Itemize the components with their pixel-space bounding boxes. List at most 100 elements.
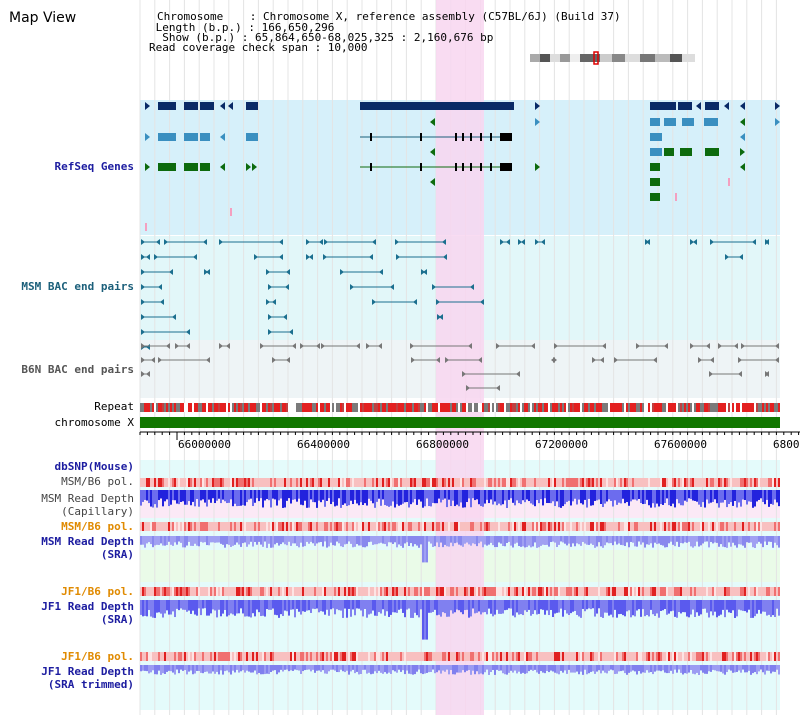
polymorphism-cell [208,522,210,531]
bac-end-pair-glyphs[interactable] [141,239,779,391]
depth-bar [716,665,718,672]
gene-exon [360,102,514,110]
polymorphism-cell [488,478,490,487]
polymorphism-cell [286,522,288,531]
polymorphism-cell [438,587,440,596]
depth-bar [182,536,184,548]
polymorphism-cell [728,478,730,487]
polymorphism-cell [520,587,522,596]
polymorphism-cell [278,478,280,487]
depth-bar [746,536,748,543]
depth-bar [488,490,490,504]
depth-bar [270,490,272,508]
polymorphism-cell [246,522,248,531]
depth-bar [310,665,312,672]
depth-bar [328,600,330,616]
repeat-segment [476,403,478,412]
depth-bar [600,600,602,617]
depth-bar [446,665,448,670]
depth-bar [704,665,706,674]
depth-bar [322,665,324,671]
polymorphism-cell [288,652,290,661]
depth-bar [164,536,166,546]
gene-arrow [535,118,540,126]
depth-bar [164,490,166,502]
depth-bar [576,536,578,544]
polymorphism-cell [540,587,542,596]
polymorphism-cell [150,522,152,531]
polymorphism-cell [162,652,164,661]
polymorphism-cell [672,652,674,661]
depth-bar [608,490,610,500]
refseq-gene-glyphs[interactable] [145,102,780,231]
depth-bar [150,600,152,617]
depth-bar [566,490,568,502]
depth-bar [754,490,756,507]
depth-bar [244,536,246,543]
bac-end [614,357,618,363]
polymorphism-cell [406,587,408,596]
chromosome-ideogram[interactable] [530,51,695,65]
depth-bar [570,536,572,547]
repeat-segment [670,403,672,412]
depth-bar [566,665,568,674]
polymorphism-cell [580,587,582,596]
repeat-segment [238,403,240,412]
repeat-segment [752,403,754,412]
polymorphism-cell [292,652,294,661]
polymorphism-cell [358,652,360,661]
repeat-segment [200,403,202,412]
depth-bar [674,536,676,547]
polymorphism-cell [542,522,544,531]
polymorphism-cell [582,478,584,487]
polymorphism-cell [466,587,468,596]
polymorphism-cell [712,522,714,531]
polymorphism-cell [466,652,468,661]
depth-bar [642,490,644,505]
polymorphism-cell [688,587,690,596]
repeat-segment [640,403,642,412]
polymorphism-cell [666,522,668,531]
dbsnp-label[interactable]: dbSNP(Mouse) [54,460,134,473]
polymorphism-cell [302,587,304,596]
depth-bar [476,600,478,613]
polymorphism-cell [172,522,174,531]
depth-bar [334,665,336,671]
polymorphism-cell [188,522,190,531]
refseq-genes-label[interactable]: RefSeq Genes [54,160,134,173]
repeat-segment [566,403,568,412]
depth-bar [770,665,772,674]
polymorphism-cell [146,522,148,531]
depth-bar [572,665,574,673]
polymorphism-cell [344,522,346,531]
polymorphism-cell [674,522,676,531]
polymorphism-cell [646,652,648,661]
polymorphism-cell [218,522,220,531]
polymorphism-cell [176,478,178,487]
depth-bar [716,600,718,618]
polymorphism-cell [296,522,298,531]
b6n-bac-label[interactable]: B6N BAC end pairs [21,363,134,376]
polymorphism-cell [318,522,320,531]
depth-bar [630,536,632,542]
msm-bac-label[interactable]: MSM BAC end pairs [21,280,134,293]
polymorphism-cell [330,587,332,596]
repeat-segment [704,403,706,412]
depth-bar [722,665,724,674]
depth-bar [394,536,396,543]
depth-bar [156,490,158,508]
depth-bar [356,536,358,545]
polymorphism-cell [490,478,492,487]
polymorphism-cell [498,522,500,531]
depth-bar [484,600,486,613]
depth-bar [672,665,674,674]
depth-bar [220,665,222,671]
repeat-segment [262,403,264,412]
polymorphism-cell [412,587,414,596]
repeat-segment [522,403,524,412]
polymorphism-cell [574,478,576,487]
repeat-segment [396,403,398,412]
depth-bar [732,600,734,611]
depth-bar [314,536,316,546]
